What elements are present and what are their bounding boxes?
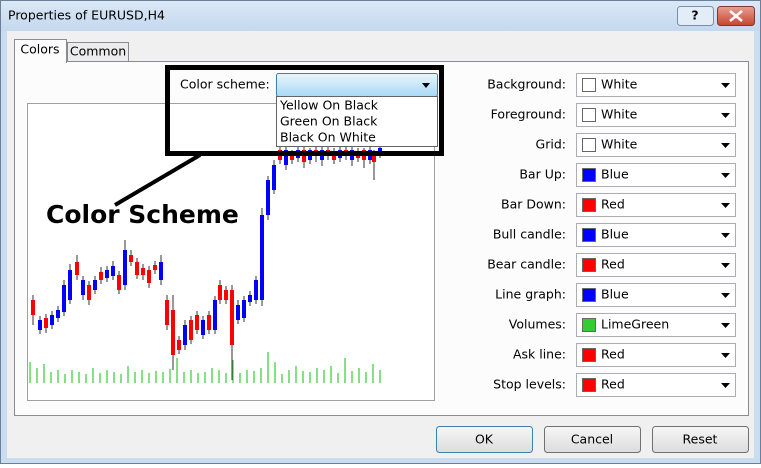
property-label: Foreground: — [491, 107, 566, 122]
property-list: Background: White Foreground: White Grid: Whi… — [487, 73, 736, 397]
color-swatch — [582, 288, 596, 302]
dropdown-arrow — [721, 83, 730, 88]
property-label: Volumes: — [509, 317, 566, 332]
help-icon: ? — [691, 8, 698, 23]
scheme-option[interactable]: Black On White — [280, 130, 376, 145]
color-swatch — [582, 108, 596, 122]
dialog-button[interactable] — [652, 426, 749, 453]
chart-preview — [27, 103, 435, 401]
property-label: Bear candle: — [487, 257, 566, 272]
callout-line — [113, 153, 202, 207]
title-bar — [1, 1, 760, 31]
color-swatch — [582, 228, 596, 242]
button-label: Cancel — [571, 432, 613, 447]
property-label: Bar Up: — [519, 167, 566, 182]
color-combobox[interactable] — [576, 313, 736, 337]
annotation: Color Scheme — [46, 200, 239, 229]
color-name: Blue — [601, 167, 629, 182]
property-label: Bull candle: — [493, 227, 566, 242]
color-combobox[interactable] — [576, 373, 736, 397]
color-combobox[interactable] — [576, 103, 736, 127]
scheme-option[interactable]: Green On Black — [280, 114, 378, 129]
color-combobox[interactable] — [576, 343, 736, 367]
color-combobox[interactable] — [576, 283, 736, 307]
dropdown-arrow — [721, 383, 730, 388]
button-label: Reset — [683, 432, 718, 447]
dropdown-arrow — [721, 263, 730, 268]
dropdown-arrow — [721, 113, 730, 118]
scheme-label: Color scheme: — [180, 77, 270, 92]
window-title: Properties of EURUSD,H4 — [8, 8, 165, 23]
dropdown-arrow — [721, 203, 730, 208]
dialog-button[interactable] — [544, 426, 641, 453]
property-label: Ask line: — [513, 347, 566, 362]
color-swatch — [582, 138, 596, 152]
dropdown-arrow — [721, 143, 730, 148]
highlight-box — [165, 65, 444, 156]
color-name: White — [601, 137, 638, 152]
color-combobox[interactable] — [576, 253, 736, 277]
color-swatch — [582, 318, 596, 332]
scheme-option[interactable]: Yellow On Black — [279, 98, 379, 113]
color-name: Red — [601, 377, 625, 392]
dropdown-arrow — [721, 233, 730, 238]
color-name: LimeGreen — [601, 317, 669, 332]
dropdown-arrow — [721, 173, 730, 178]
property-label: Grid: — [536, 137, 566, 152]
color-name: White — [601, 77, 638, 92]
property-label: Stop levels: — [493, 377, 566, 392]
property-label: Background: — [487, 77, 566, 92]
dropdown-arrow — [721, 293, 730, 298]
color-combobox[interactable] — [576, 73, 736, 97]
color-name: Blue — [601, 287, 629, 302]
color-name: White — [601, 107, 638, 122]
color-swatch — [582, 378, 596, 392]
tab-label: Common — [70, 44, 126, 59]
tab-label: Colors — [20, 42, 59, 57]
dropdown-list — [276, 96, 438, 147]
dropdown-arrow — [422, 83, 430, 88]
dialog-button[interactable] — [436, 426, 533, 453]
color-name: Red — [601, 257, 625, 272]
color-swatch — [582, 168, 596, 182]
dropdown-arrow — [721, 353, 730, 358]
property-label: Bar Down: — [501, 197, 566, 212]
candle-preview — [29, 146, 382, 383]
color-combobox[interactable] — [576, 223, 736, 247]
volume-bars — [29, 352, 381, 383]
color-swatch — [582, 348, 596, 362]
tab[interactable] — [67, 42, 129, 62]
color-name: Blue — [601, 227, 629, 242]
color-swatch — [582, 198, 596, 212]
button-label: OK — [475, 432, 494, 447]
dropdown-arrow — [721, 323, 730, 328]
color-swatch — [582, 258, 596, 272]
scheme-combobox[interactable] — [276, 73, 438, 97]
property-label: Line graph: — [495, 287, 566, 302]
close-icon — [729, 10, 743, 22]
color-combobox[interactable] — [576, 133, 736, 157]
color-swatch — [582, 78, 596, 92]
color-combobox[interactable] — [576, 163, 736, 187]
button-row: OK Cancel Reset — [436, 426, 749, 453]
color-name: Red — [601, 347, 625, 362]
color-name: Red — [601, 197, 625, 212]
color-combobox[interactable] — [576, 193, 736, 217]
help-button[interactable] — [677, 6, 714, 26]
